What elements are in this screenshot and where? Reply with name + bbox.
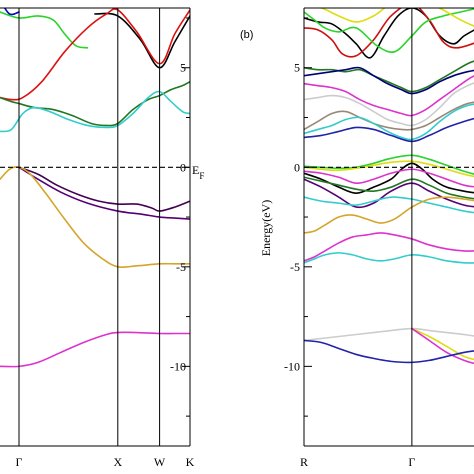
band-line-2 — [0, 11, 89, 49]
x-tick-label: R — [300, 455, 308, 469]
band-line-11 — [304, 117, 474, 143]
band-line-1 — [3, 8, 20, 16]
band-line-3 — [304, 8, 474, 53]
y-tick-label: -10 — [170, 359, 186, 373]
y-tick-label: -5 — [176, 260, 186, 274]
x-tick-label: W — [154, 455, 166, 469]
band-line-4 — [0, 8, 190, 101]
band-line-2 — [304, 8, 474, 58]
band-line-10 — [304, 103, 474, 141]
panel-b: -10-505RΓXEnergy(eV)(b) — [240, 7, 474, 469]
band-lines — [0, 8, 190, 368]
y-tick-label: 0 — [180, 160, 186, 174]
band-line-22 — [304, 327, 474, 342]
band-line-10 — [0, 331, 190, 368]
fermi-level-label: EF — [192, 163, 204, 181]
panel-label: (b) — [240, 29, 253, 41]
band-line-18 — [304, 196, 474, 214]
band-line-25 — [304, 339, 474, 364]
band-line-4 — [317, 8, 474, 28]
band-line-7 — [304, 74, 474, 117]
band-line-3 — [94, 12, 190, 69]
band-line-5 — [0, 80, 190, 127]
band-line-23 — [411, 327, 474, 361]
band-line-19 — [304, 196, 474, 234]
y-tick-label: -5 — [290, 260, 300, 274]
band-line-5 — [304, 60, 474, 93]
x-tick-label: Γ — [16, 455, 23, 469]
band-line-12 — [304, 154, 474, 175]
band-line-15 — [304, 168, 474, 188]
band-line-20 — [304, 232, 474, 262]
band-line-9 — [304, 101, 474, 131]
y-tick-label: -10 — [284, 359, 300, 373]
panel-a: -10 -5 0 5 Γ X W K EF — [0, 7, 204, 469]
x-tick-label: Γ — [408, 455, 415, 469]
y-axis-title: Energy(eV) — [259, 200, 273, 256]
x-tick-label: X — [113, 455, 122, 469]
band-line-1 — [304, 8, 474, 59]
band-line-14 — [304, 162, 474, 194]
band-line-24 — [411, 327, 474, 365]
band-lines — [304, 8, 474, 365]
band-line-6 — [0, 90, 190, 133]
x-tick-label: K — [186, 455, 195, 469]
band-line-16 — [304, 176, 474, 200]
y-tick-label: 5 — [294, 61, 300, 75]
y-tick-label: 0 — [294, 160, 300, 174]
band-line-17 — [304, 178, 474, 209]
band-line-6 — [304, 66, 474, 95]
band-line-8 — [304, 82, 474, 127]
band-line-21 — [304, 252, 474, 264]
band-line-7 — [18, 166, 190, 212]
y-tick-label: 5 — [180, 61, 186, 75]
band-line-13 — [304, 160, 474, 178]
